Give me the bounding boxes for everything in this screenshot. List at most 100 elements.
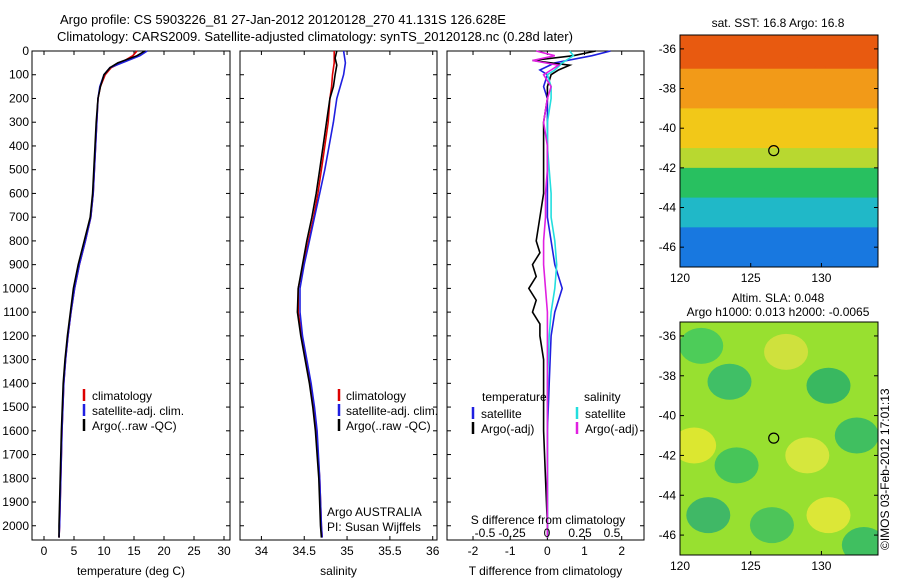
xtick-label: 125 [741,271,761,285]
ytick-label: -42 [659,448,677,462]
ytick-label: 0 [22,44,29,58]
sst-texture [798,140,809,151]
sla-blob [764,333,809,370]
ytick-label: -42 [659,161,677,175]
legend-label: Argo(-adj) [585,422,638,436]
sst-texture [794,258,813,267]
sst-texture [732,159,743,170]
s-diff-tick-label: -0.5 [475,526,496,540]
legend-label: Argo(..raw -QC) [346,419,431,433]
ytick-label: -46 [659,240,677,254]
xtick-label: 2 [618,544,625,558]
xtick-label: 36 [426,544,440,558]
ytick-label: 1900 [2,495,29,509]
series-line-black [58,50,146,538]
xtick-label: 34.5 [293,544,317,558]
xtick-label: 5 [71,544,78,558]
series-line-red [297,51,336,538]
ytick-label: 400 [9,139,29,153]
ytick-label: -38 [659,82,677,96]
differences-frame [446,50,645,541]
xtick-label: -2 [468,544,479,558]
ytick-label: -40 [659,121,677,135]
ytick-label: 600 [9,186,29,200]
annotation-line: PI: Susan Wijffels [327,520,421,534]
legend-title: salinity [584,390,621,404]
ytick-label: 1800 [2,471,29,485]
xtick-label: 0 [544,544,551,558]
s-diff-tick-label: 0 [544,526,551,540]
ytick-label: 100 [9,68,29,82]
s-diff-tick-label: 0.25 [568,526,592,540]
sla-blob [806,497,851,534]
x-axis-label: salinity [320,564,357,578]
sla-blob [749,507,794,544]
xtick-label: 25 [187,544,201,558]
sla-blob [680,327,724,364]
series-line-red [58,50,138,538]
legend-label: Argo(..raw -QC) [92,419,177,433]
series-line-black [527,50,596,538]
ytick-label: 1500 [2,400,29,414]
argo-position-marker [768,145,780,157]
sst-texture [760,259,782,267]
sst-texture [782,259,793,267]
ytick-label: 200 [9,91,29,105]
series-line-blue [299,50,347,538]
xtick-label: 34 [255,544,269,558]
legend-label: Argo(-adj) [481,422,534,436]
sla-map-subtitle: Argo h1000: 0.013 h2000: -0.0065 [687,305,870,319]
sst-map-field [680,35,878,267]
legend-label: climatology [92,389,152,403]
ytick-label: 900 [9,258,29,272]
series-line-blue [538,50,611,538]
sla-map-field [680,322,878,555]
xtick-label: 15 [127,544,141,558]
xtick-label: 0 [41,544,48,558]
sla-blob [686,497,731,534]
series-line-magenta [532,50,561,538]
ytick-label: -36 [659,329,677,343]
ytick-label: 1400 [2,376,29,390]
legend-label: satellite [585,407,626,421]
sla-blob [841,527,878,555]
xtick-label: 10 [97,544,111,558]
sst-texture [864,100,875,111]
xtick-label: 35 [340,544,354,558]
legend-title: temperature [482,390,547,404]
sla-blob [707,363,752,400]
sla-blob [834,417,878,454]
figure-title-line2: Climatology: CARS2009. Satellite-adjuste… [57,29,573,44]
legend-label: climatology [346,389,406,403]
annotation-line: Argo AUSTRALIA [327,505,422,519]
x-axis-label: temperature (deg C) [77,564,185,578]
legend-label: satellite-adj. clim. [92,404,184,418]
argo-position-marker [768,432,780,444]
ytick-label: -38 [659,369,677,383]
ytick-label: 700 [9,210,29,224]
xtick-label: 1 [581,544,588,558]
figure-title-line1: Argo profile: CS 5903226_81 27-Jan-2012 … [60,12,506,27]
ytick-label: 500 [9,163,29,177]
ytick-label: 800 [9,234,29,248]
xtick-label: 130 [811,271,831,285]
sst-texture [680,253,700,267]
xtick-label: 30 [217,544,231,558]
series-line-black [296,50,338,538]
sst-texture [724,251,751,267]
ytick-label: 2000 [2,519,29,533]
sla-blob [714,447,759,484]
xtick-label: 35.5 [378,544,402,558]
ytick-label: -36 [659,42,677,56]
sst-texture [829,257,844,267]
s-diff-tick-label: -0.25 [498,526,526,540]
sla-blob [785,437,830,474]
ytick-label: 1700 [2,448,29,462]
legend-label: satellite-adj. clim. [346,404,438,418]
xtick-label: 20 [157,544,171,558]
s-diff-tick-label: 0.5 [604,526,621,540]
salinity-frame [239,50,438,541]
ytick-label: 1600 [2,424,29,438]
sla-map-frame [679,321,879,556]
